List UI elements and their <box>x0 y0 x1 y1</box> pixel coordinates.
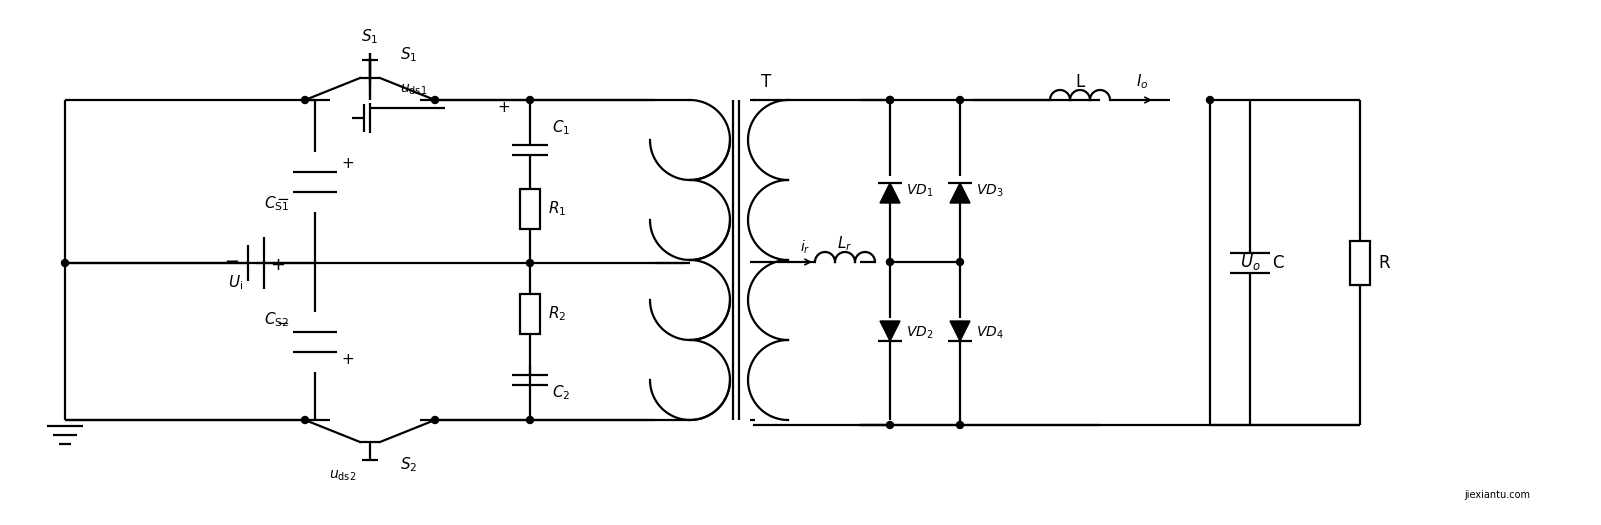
Text: C: C <box>1273 254 1284 271</box>
Text: $S_1$: $S_1$ <box>400 46 418 65</box>
Circle shape <box>527 416 533 424</box>
Polygon shape <box>881 183 900 203</box>
Circle shape <box>301 416 309 424</box>
Bar <box>1350 240 1370 285</box>
Circle shape <box>956 258 964 266</box>
Bar <box>520 294 540 334</box>
Text: $VD_2$: $VD_2$ <box>906 325 933 341</box>
Text: T: T <box>760 73 772 91</box>
Polygon shape <box>949 183 970 203</box>
Circle shape <box>301 97 309 103</box>
Text: $u_{\rm ds2}$: $u_{\rm ds2}$ <box>328 469 355 483</box>
Text: $C_1$: $C_1$ <box>552 118 570 137</box>
Text: $i_r$: $i_r$ <box>800 238 810 256</box>
Bar <box>520 189 540 229</box>
Circle shape <box>527 97 533 103</box>
Text: $L_r$: $L_r$ <box>837 235 853 254</box>
Circle shape <box>956 97 964 103</box>
Text: $U_{\rm i}$: $U_{\rm i}$ <box>227 274 243 292</box>
Text: $U_o$: $U_o$ <box>1241 253 1260 272</box>
Text: $VD_4$: $VD_4$ <box>977 325 1004 341</box>
Polygon shape <box>949 321 970 341</box>
Text: $VD_3$: $VD_3$ <box>977 183 1004 199</box>
Text: $S_1$: $S_1$ <box>362 28 379 46</box>
Text: +: + <box>341 352 354 367</box>
Polygon shape <box>881 321 900 341</box>
Circle shape <box>956 422 964 428</box>
Text: R: R <box>1378 254 1390 271</box>
Circle shape <box>61 259 69 267</box>
Text: $u_{\rm ds1}$: $u_{\rm ds1}$ <box>400 83 427 97</box>
Circle shape <box>1207 97 1214 103</box>
Text: −: − <box>277 192 290 207</box>
Text: −: − <box>277 316 290 331</box>
Text: L: L <box>1076 73 1084 91</box>
Circle shape <box>527 259 533 267</box>
Text: $VD_1$: $VD_1$ <box>906 183 933 199</box>
Circle shape <box>887 97 893 103</box>
Text: $C_{\rm S1}$: $C_{\rm S1}$ <box>264 194 290 213</box>
Text: $C_{\rm S2}$: $C_{\rm S2}$ <box>264 310 290 329</box>
Circle shape <box>887 258 893 266</box>
Text: $C_2$: $C_2$ <box>552 383 570 402</box>
Circle shape <box>887 97 893 103</box>
Text: +: + <box>271 256 285 274</box>
Circle shape <box>887 422 893 428</box>
Circle shape <box>432 416 439 424</box>
Text: jiexiantu.com: jiexiantu.com <box>1463 490 1531 500</box>
Text: $S_2$: $S_2$ <box>400 456 418 475</box>
Text: $I_o$: $I_o$ <box>1135 72 1148 91</box>
Text: +: + <box>341 156 354 171</box>
Circle shape <box>432 97 439 103</box>
Text: $R_1$: $R_1$ <box>548 200 567 218</box>
Text: −: − <box>224 253 240 271</box>
Text: $R_2$: $R_2$ <box>548 304 567 323</box>
Text: +: + <box>498 100 511 116</box>
